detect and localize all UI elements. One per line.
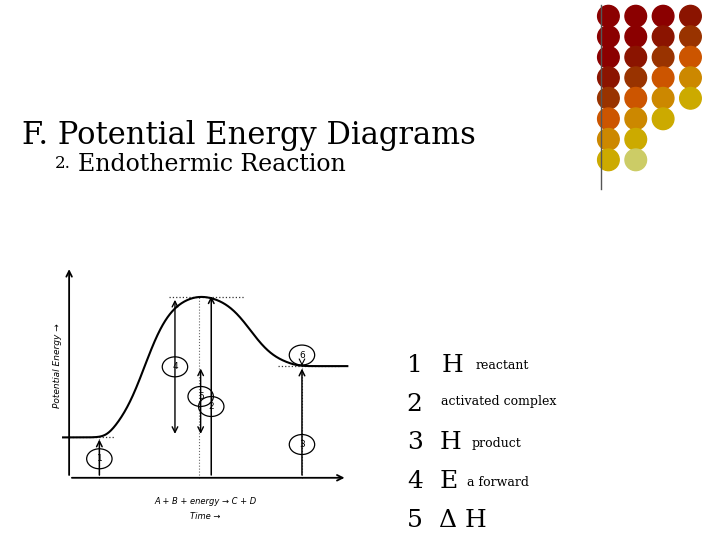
- Circle shape: [652, 108, 674, 130]
- Text: 3: 3: [299, 440, 305, 449]
- Text: product: product: [472, 437, 521, 450]
- Text: 1: 1: [407, 354, 431, 377]
- Circle shape: [598, 26, 619, 48]
- Text: 1: 1: [96, 454, 102, 463]
- Text: H: H: [439, 431, 461, 455]
- Text: 2: 2: [208, 402, 214, 411]
- Text: Δ H: Δ H: [439, 509, 487, 532]
- Circle shape: [652, 26, 674, 48]
- Circle shape: [652, 46, 674, 68]
- Circle shape: [652, 5, 674, 27]
- Text: activated complex: activated complex: [441, 395, 557, 408]
- Text: E: E: [439, 470, 457, 494]
- Text: 6: 6: [299, 350, 305, 360]
- Circle shape: [680, 46, 701, 68]
- Circle shape: [625, 46, 647, 68]
- Circle shape: [625, 87, 647, 109]
- Circle shape: [625, 26, 647, 48]
- Circle shape: [598, 108, 619, 130]
- Text: a forward: a forward: [467, 476, 528, 489]
- Circle shape: [680, 26, 701, 48]
- Circle shape: [598, 5, 619, 27]
- Text: 4: 4: [407, 470, 423, 494]
- Text: Time →: Time →: [190, 512, 220, 521]
- Circle shape: [598, 87, 619, 109]
- Circle shape: [625, 129, 647, 150]
- Text: 2: 2: [407, 393, 423, 416]
- Circle shape: [652, 67, 674, 89]
- Text: A + B + energy → C + D: A + B + energy → C + D: [154, 497, 256, 506]
- Text: 4: 4: [172, 362, 178, 372]
- Circle shape: [598, 149, 619, 171]
- Text: 2.: 2.: [55, 155, 71, 172]
- Text: 5: 5: [407, 509, 423, 532]
- Text: 5: 5: [198, 392, 204, 401]
- Circle shape: [598, 46, 619, 68]
- Circle shape: [680, 5, 701, 27]
- Circle shape: [625, 5, 647, 27]
- Circle shape: [598, 129, 619, 150]
- Circle shape: [652, 87, 674, 109]
- Circle shape: [598, 67, 619, 89]
- Circle shape: [680, 87, 701, 109]
- Text: reactant: reactant: [475, 359, 528, 372]
- Text: H: H: [441, 354, 463, 377]
- Text: 3: 3: [407, 431, 423, 455]
- Text: Potential Energy →: Potential Energy →: [53, 324, 61, 408]
- Text: F. Potential Energy Diagrams: F. Potential Energy Diagrams: [22, 120, 476, 151]
- Circle shape: [625, 67, 647, 89]
- Circle shape: [625, 149, 647, 171]
- Circle shape: [625, 108, 647, 130]
- Circle shape: [680, 67, 701, 89]
- Text: Endothermic Reaction: Endothermic Reaction: [78, 153, 346, 176]
